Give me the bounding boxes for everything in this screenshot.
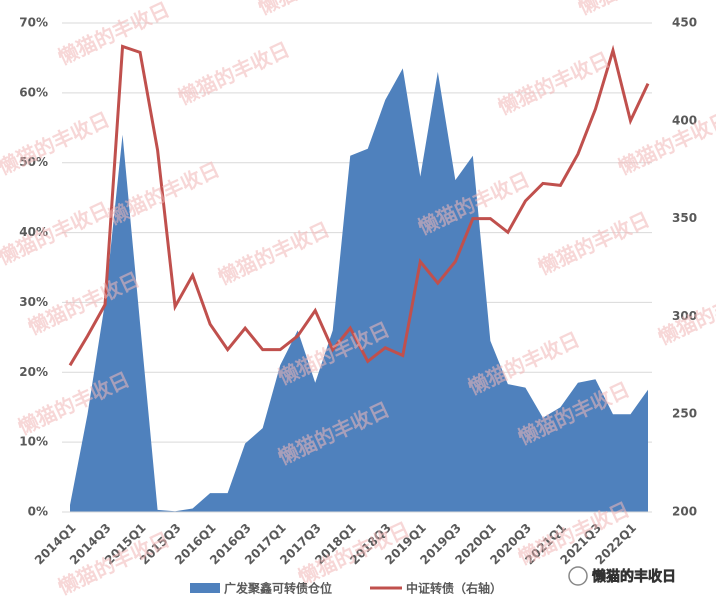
y-tick-label: 20%	[19, 365, 48, 379]
legend-swatch	[190, 583, 220, 593]
y-tick-label: 10%	[19, 435, 48, 449]
watermark: 懒猫的丰收日	[54, 0, 173, 70]
y-tick-label: 50%	[19, 155, 48, 169]
logo-icon	[568, 566, 588, 586]
y-tick-label: 0%	[28, 505, 48, 519]
y-tick-label: 70%	[19, 16, 48, 30]
y2-tick-label: 250	[672, 407, 697, 421]
y-tick-label: 60%	[19, 85, 48, 99]
watermark: 懒猫的丰收日	[254, 0, 373, 20]
y2-tick-label: 200	[672, 505, 697, 519]
watermark: 懒猫的丰收日	[534, 207, 653, 279]
legend-label: 广发聚鑫可转债仓位	[224, 581, 332, 596]
line	[68, 44, 650, 367]
logo-text: 懒猫的丰收日	[592, 568, 676, 585]
y2-tick-label: 450	[672, 16, 697, 30]
watermark: 懒猫的丰收日	[174, 37, 293, 109]
watermark: 懒猫的丰收日	[654, 277, 716, 349]
y2-tick-label: 350	[672, 211, 697, 225]
y2-tick-label: 300	[672, 309, 697, 323]
watermark: 懒猫的丰收日	[214, 217, 333, 289]
legend: 广发聚鑫可转债仓位 中证转债（右轴） 懒猫的丰收日	[190, 566, 676, 596]
y-tick-label: 30%	[19, 295, 48, 309]
y-tick-label: 40%	[19, 225, 48, 239]
watermark: 懒猫的丰收日	[0, 107, 113, 179]
watermark: 懒猫的丰收日	[0, 197, 113, 269]
y2-tick-label: 400	[672, 113, 697, 127]
legend-label: 中证转债（右轴）	[406, 581, 502, 596]
area	[70, 68, 648, 513]
